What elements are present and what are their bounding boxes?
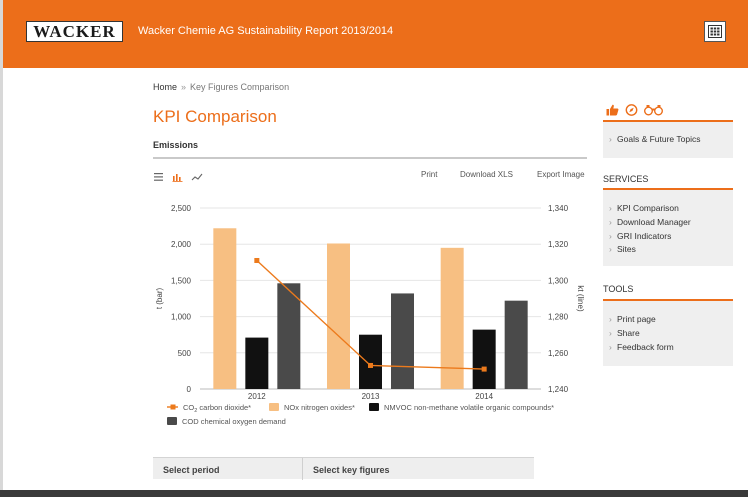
category-label: 2012 (248, 392, 266, 401)
left-axis-title: t (bar) (155, 288, 164, 310)
print-link[interactable]: Print (421, 170, 438, 179)
select-period-button[interactable]: Select period (163, 465, 220, 475)
right-tick-label: 1,280 (548, 313, 569, 322)
topics-box: Goals & Future Topics (603, 120, 733, 158)
grid-menu-icon (708, 25, 722, 38)
legend-co2-label: CO2 carbon dioxide* (183, 403, 251, 414)
left-edge-strip (0, 0, 3, 497)
bar (359, 334, 382, 389)
section-label: Emissions (153, 140, 199, 150)
left-tick-label: 0 (187, 385, 192, 394)
kpi-chart: 0 500 1,000 1,500 2,000 2,500 1,240 1,260 1,280 1… (155, 204, 585, 426)
bar (440, 247, 464, 389)
co2-point (254, 257, 260, 263)
legend-label: COD chemical oxygen demand (182, 417, 286, 426)
left-tick-label: 2,000 (171, 240, 192, 249)
category-label: 2014 (475, 392, 493, 401)
bar (504, 300, 528, 389)
page-title: KPI Comparison (153, 107, 277, 126)
right-tick-label: 1,340 (548, 204, 569, 213)
goals-future-topics-link[interactable]: Goals & Future Topics (603, 133, 733, 147)
header-bar: WACKER Wacker Chemie AG Sustainability R… (3, 0, 748, 68)
right-tick-label: 1,240 (548, 385, 569, 394)
report-title: Wacker Chemie AG Sustainability Report 2… (138, 25, 394, 37)
service-sites-link[interactable]: Sites (603, 243, 733, 257)
services-heading: SERVICES (603, 174, 649, 184)
service-download-manager-link[interactable]: Download Manager (603, 216, 733, 230)
bar-chart-icon[interactable] (172, 172, 184, 182)
right-tick-label: 1,300 (548, 276, 569, 285)
tools-heading: TOOLS (603, 284, 634, 294)
right-axis-title: kt (line) (576, 285, 585, 312)
co2-point (368, 362, 373, 368)
category-label: 2013 (362, 392, 380, 401)
legend-co2-marker (170, 404, 176, 410)
period-selector-bar: Select period Select key figures (153, 457, 534, 480)
right-tick-label: 1,320 (548, 240, 569, 249)
binoculars-icon[interactable] (644, 104, 663, 116)
compass-icon[interactable] (625, 104, 638, 116)
left-tick-label: 500 (178, 349, 192, 358)
export-image-link[interactable]: Export Image (537, 170, 585, 179)
bar (277, 283, 301, 389)
footer-bar (0, 490, 748, 497)
breadcrumb-home[interactable]: Home (153, 82, 178, 92)
breadcrumb: Home» Key Figures Comparison (153, 82, 289, 92)
bar (391, 293, 414, 389)
bar (327, 243, 350, 389)
legend-swatch (369, 403, 379, 411)
tools-box: Print page Share Feedback form (603, 299, 733, 366)
list-view-icon[interactable] (153, 172, 165, 182)
breadcrumb-separator: » (181, 82, 187, 92)
legend-label: NMVOC non-methane volatile organic compo… (384, 403, 554, 412)
services-box: KPI Comparison Download Manager GRI Indi… (603, 188, 733, 266)
thumbs-up-icon[interactable] (606, 104, 619, 116)
breadcrumb-current: Key Figures Comparison (190, 82, 290, 92)
co2-point (481, 366, 487, 372)
left-tick-label: 2,500 (171, 204, 192, 213)
wacker-logo[interactable]: WACKER (26, 21, 123, 42)
legend-label: NOx nitrogen oxides* (284, 403, 355, 412)
tool-print-page-link[interactable]: Print page (603, 313, 733, 327)
service-gri-indicators-link[interactable]: GRI Indicators (603, 230, 733, 244)
left-tick-label: 1,500 (171, 276, 192, 285)
legend-swatch (167, 417, 177, 425)
left-tick-label: 1,000 (171, 313, 192, 322)
bar (472, 329, 496, 389)
service-kpi-comparison-link[interactable]: KPI Comparison (603, 202, 733, 216)
social-icons (606, 104, 663, 116)
bar (245, 337, 269, 389)
menu-button[interactable] (704, 21, 726, 42)
line-chart-icon[interactable] (191, 172, 203, 182)
bar (213, 228, 237, 389)
tool-share-link[interactable]: Share (603, 327, 733, 341)
tool-feedback-form-link[interactable]: Feedback form (603, 341, 733, 355)
selector-divider (302, 458, 303, 480)
select-key-figures-button[interactable]: Select key figures (313, 465, 390, 475)
right-tick-label: 1,260 (548, 349, 569, 358)
logo-text: WACKER (33, 21, 116, 41)
legend-swatch (269, 403, 279, 411)
download-xls-link[interactable]: Download XLS (460, 170, 513, 179)
section-divider (153, 157, 587, 159)
